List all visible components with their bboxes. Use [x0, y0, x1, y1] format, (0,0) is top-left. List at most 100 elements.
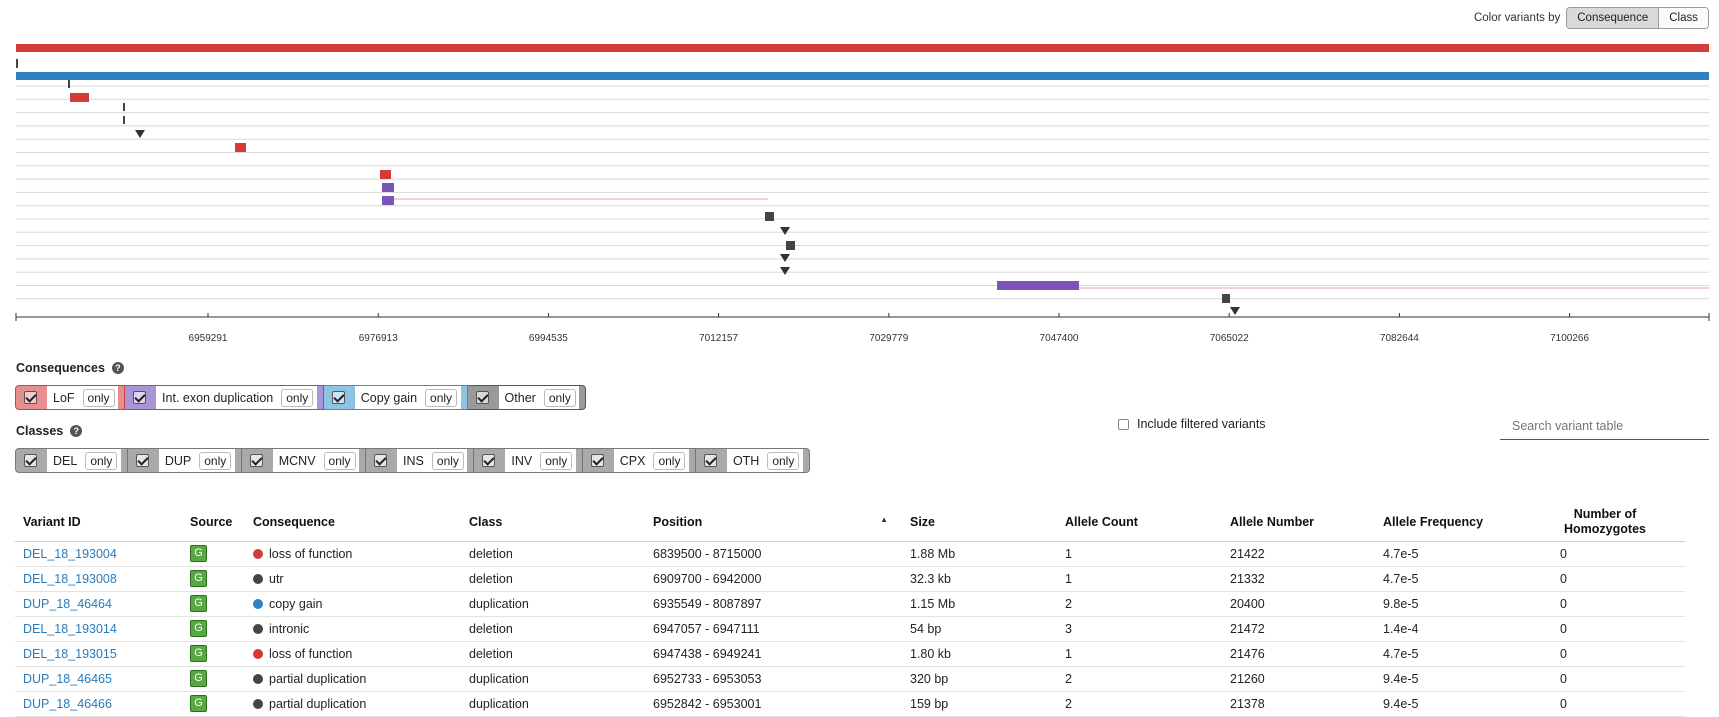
filter-lof-only-button[interactable]: only [82, 388, 115, 407]
filter-dup-only-button[interactable]: only [199, 451, 232, 470]
checkbox-checked-icon[interactable] [133, 391, 147, 404]
variant-mark [780, 227, 790, 235]
column-position[interactable]: Position ▲ [645, 503, 902, 542]
color-by-class-button[interactable]: Class [1659, 8, 1708, 28]
track-marker [16, 59, 18, 68]
variant-id-link[interactable]: DEL_18_193004 [23, 546, 117, 561]
variant-id-link[interactable]: DEL_18_193015 [23, 646, 117, 661]
filter-mcnv[interactable]: MCNV only [241, 448, 367, 473]
axis-tick-label: 6976913 [359, 333, 398, 344]
column-variant-id[interactable]: Variant ID [15, 503, 182, 542]
checkbox-unchecked-icon[interactable] [1118, 418, 1129, 430]
cell-class: duplication [461, 591, 645, 617]
cell-homozygotes: 0 [1525, 616, 1685, 642]
color-by-consequence-button[interactable]: Consequence [1567, 8, 1660, 28]
cell-homozygotes: 0 [1525, 666, 1685, 692]
filter-dup-label: DUP [164, 453, 192, 468]
checkbox-checked-icon[interactable] [374, 454, 388, 467]
column-size[interactable]: Size [902, 503, 1057, 542]
variant-mark [123, 103, 125, 111]
filter-other[interactable]: Other only [467, 385, 587, 410]
include-filtered-label: Include filtered variants [1137, 417, 1266, 431]
column-allele-number[interactable]: Allele Number [1222, 503, 1375, 542]
help-icon[interactable]: ? [111, 362, 124, 374]
checkbox-checked-icon[interactable] [24, 454, 37, 467]
column-homozygotes[interactable]: Number of Homozygotes [1525, 503, 1685, 542]
cell-size: 1.80 kb [902, 641, 1057, 667]
filter-inv[interactable]: INV only [474, 448, 583, 473]
variant-id-link[interactable]: DUP_18_46464 [23, 596, 112, 611]
filter-cpx-only-button[interactable]: only [653, 451, 686, 470]
filter-lof[interactable]: LoF only [15, 385, 126, 410]
filter-int-exon-duplication-only-button[interactable]: only [281, 388, 314, 407]
cell-variant-id[interactable]: DEL_18_193014 [15, 616, 182, 642]
checkbox-checked-icon[interactable] [24, 391, 37, 404]
checkbox-checked-icon[interactable] [249, 454, 263, 467]
consequence-dot-icon [253, 648, 263, 659]
filter-inv-only-button[interactable]: only [540, 451, 573, 470]
sort-ascending-icon: ▲ [880, 514, 888, 524]
filter-other-only-button[interactable]: only [543, 388, 576, 407]
column-allele-count[interactable]: Allele Count [1057, 503, 1222, 542]
axis-tick-label: 7082644 [1380, 333, 1419, 344]
column-consequence[interactable]: Consequence [245, 503, 461, 542]
checkbox-checked-icon[interactable] [475, 391, 489, 404]
variant-table: Variant ID Source Consequence Class Posi… [15, 503, 1685, 717]
cell-variant-id[interactable]: DUP_18_46465 [15, 666, 182, 692]
cell-position: 6839500 - 8715000 [645, 541, 902, 567]
filter-copy-gain[interactable]: Copy gain only [323, 385, 468, 410]
column-class[interactable]: Class [461, 503, 645, 542]
consequence-text: utr [269, 571, 284, 586]
cell-variant-id[interactable]: DUP_18_46464 [15, 591, 182, 617]
checkbox-checked-icon[interactable] [482, 454, 496, 467]
cell-variant-id[interactable]: DEL_18_193004 [15, 541, 182, 567]
checkbox-checked-icon[interactable] [590, 454, 604, 467]
variant-id-link[interactable]: DEL_18_193014 [23, 621, 117, 636]
include-filtered-toggle[interactable]: Include filtered variants [1118, 417, 1266, 431]
filter-cpx[interactable]: CPX only [582, 448, 696, 473]
filter-mcnv-only-button[interactable]: only [323, 451, 356, 470]
filter-int-exon-duplication[interactable]: Int. exon duplication only [125, 385, 324, 410]
cell-allele-count: 2 [1057, 666, 1222, 692]
filter-oth-only-button[interactable]: only [767, 451, 800, 470]
checkbox-checked-icon[interactable] [135, 454, 149, 467]
cell-source: G [182, 541, 245, 567]
filter-del-only-button[interactable]: only [85, 451, 118, 470]
cell-variant-id[interactable]: DEL_18_193008 [15, 566, 182, 592]
filter-del[interactable]: DEL only [15, 448, 128, 473]
source-badge: G [190, 545, 207, 562]
variant-id-link[interactable]: DUP_18_46465 [23, 671, 112, 686]
filter-copy-gain-only-button[interactable]: only [425, 388, 458, 407]
variant-id-link[interactable]: DUP_18_46466 [23, 696, 112, 711]
cell-consequence: partial duplication [245, 691, 461, 717]
variant-marks [68, 80, 1709, 315]
column-source[interactable]: Source [182, 503, 245, 542]
checkbox-checked-icon[interactable] [331, 391, 345, 404]
filter-dup[interactable]: DUP only [127, 448, 242, 473]
source-badge: G [190, 695, 207, 712]
column-position-label: Position [653, 514, 703, 529]
cell-allele-count: 1 [1057, 566, 1222, 592]
filter-ins-only-button[interactable]: only [431, 451, 464, 470]
search-input[interactable] [1500, 412, 1709, 440]
column-allele-frequency[interactable]: Allele Frequency [1375, 503, 1525, 542]
filter-int-exon-duplication-label: Int. exon duplication [162, 390, 274, 405]
cell-allele-frequency: 9.4e-5 [1375, 691, 1525, 717]
filter-oth[interactable]: OTH only [695, 448, 810, 473]
filter-ins[interactable]: INS only [366, 448, 475, 473]
help-icon[interactable]: ? [70, 425, 83, 437]
variant-id-link[interactable]: DEL_18_193008 [23, 571, 117, 586]
cell-source: G [182, 566, 245, 592]
checkbox-checked-icon[interactable] [703, 454, 717, 467]
cell-variant-id[interactable]: DEL_18_193015 [15, 641, 182, 667]
cell-variant-id[interactable]: DUP_18_46466 [15, 691, 182, 717]
consequences-title: Consequences [16, 361, 105, 375]
cell-allele-frequency: 9.4e-5 [1375, 666, 1525, 692]
